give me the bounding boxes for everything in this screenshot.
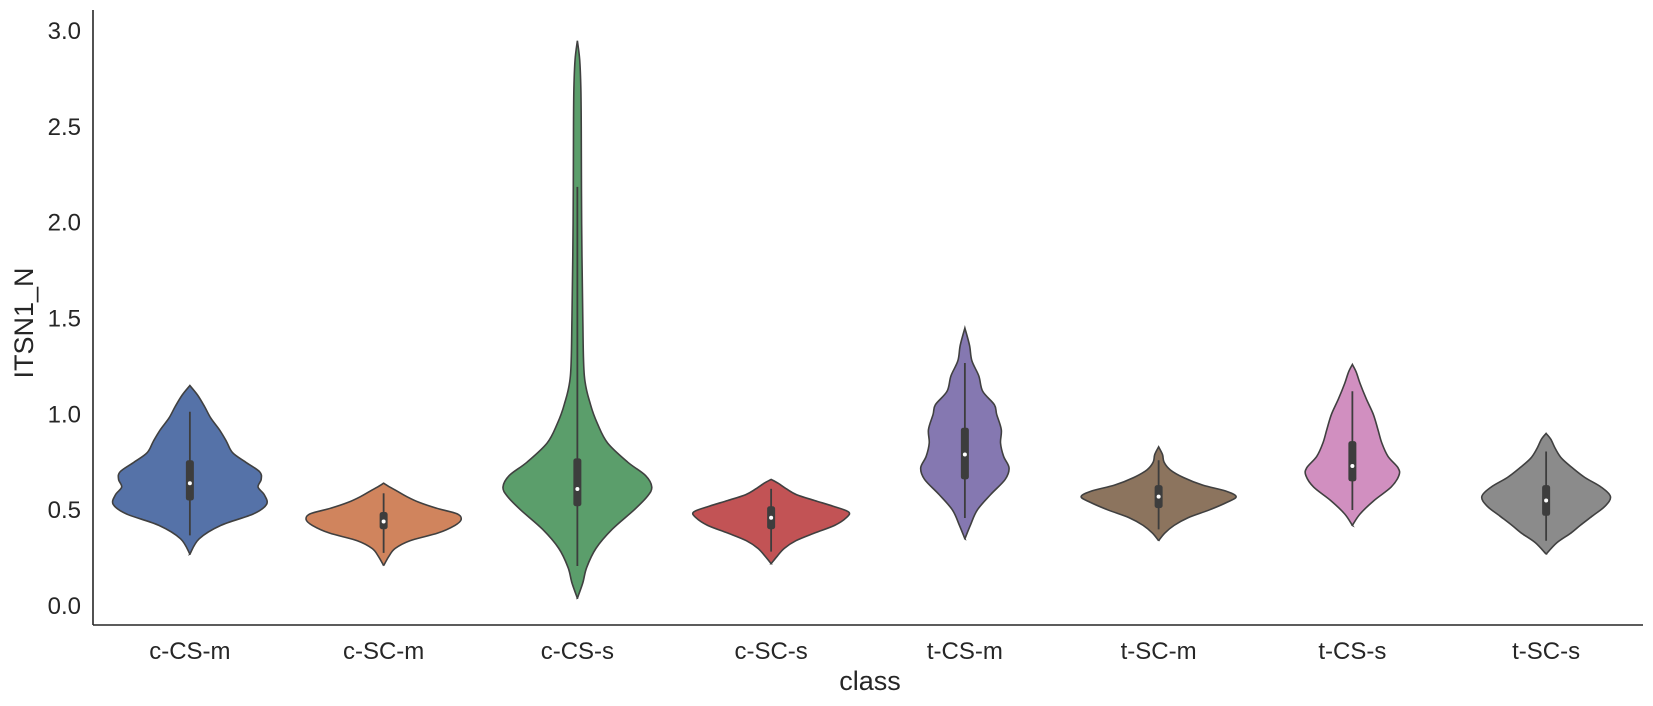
x-tick-label: t-SC-m	[1121, 638, 1197, 665]
iqr-box	[185, 460, 194, 501]
y-tick-labels: 0.0 0.5 1.0 1.5 2.0 2.5 3.0	[48, 18, 81, 620]
plot-area	[111, 40, 1612, 600]
violin-t-CS-m	[919, 325, 1010, 541]
x-tick-label: c-SC-s	[734, 638, 807, 665]
violin-t-SC-s	[1480, 432, 1612, 557]
y-tick-label: 1.5	[48, 306, 81, 333]
x-tick-label: c-SC-m	[343, 638, 424, 665]
violin-t-CS-s	[1304, 362, 1401, 528]
median-point	[575, 486, 580, 491]
y-tick-label: 1.0	[48, 401, 81, 428]
median-point	[1350, 464, 1355, 469]
y-tick-label: 2.0	[48, 210, 81, 237]
iqr-box	[1348, 441, 1357, 482]
y-tick-label: 0.0	[48, 593, 81, 620]
iqr-box	[573, 458, 582, 507]
median-point	[381, 519, 386, 524]
y-axis-label: ITSN1_N	[9, 267, 39, 378]
x-tick-label: t-CS-s	[1318, 638, 1386, 665]
x-tick-label: c-CS-m	[149, 638, 230, 665]
x-tick-label: t-CS-m	[927, 638, 1003, 665]
violin-c-CS-s	[502, 40, 653, 600]
median-point	[1544, 498, 1549, 503]
median-point	[769, 515, 774, 520]
median-point	[187, 481, 192, 486]
y-tick-label: 3.0	[48, 18, 81, 45]
median-point	[962, 452, 967, 457]
median-point	[1156, 494, 1161, 499]
x-tick-labels: c-CS-m c-SC-m c-CS-s c-SC-s t-CS-m t-SC-m t-CS…	[149, 638, 1580, 665]
violin-t-SC-m	[1080, 445, 1237, 543]
x-tick-label: t-SC-s	[1512, 638, 1580, 665]
x-tick-label: c-CS-s	[541, 638, 614, 665]
violin-c-SC-m	[305, 482, 463, 567]
y-tick-label: 0.5	[48, 497, 81, 524]
x-axis-label: class	[839, 666, 901, 696]
violin-c-CS-m	[111, 384, 268, 556]
y-tick-label: 2.5	[48, 114, 81, 141]
violin-c-SC-s	[691, 478, 851, 565]
